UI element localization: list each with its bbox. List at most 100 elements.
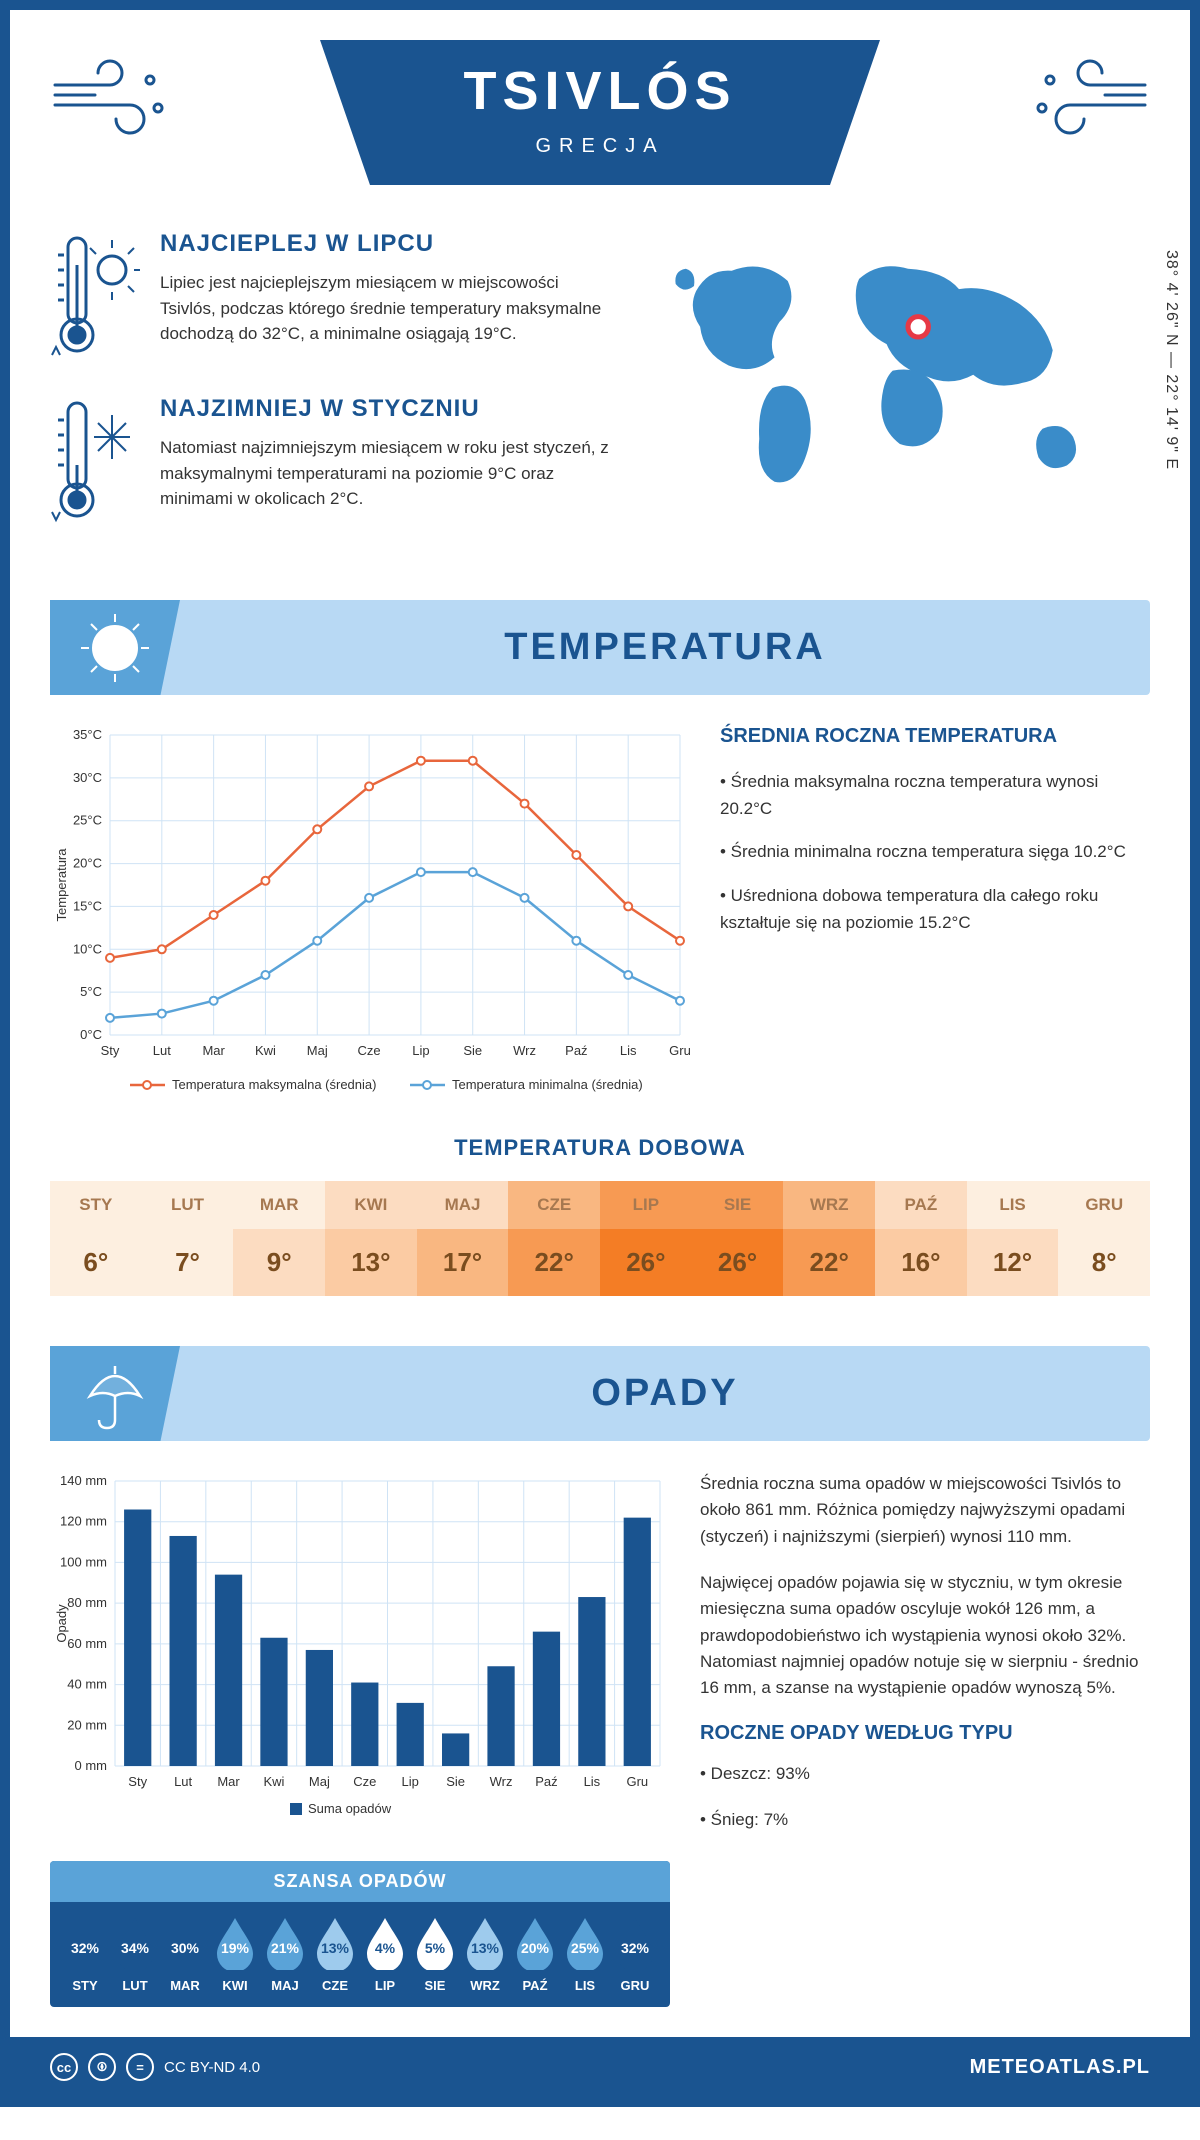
daily-cell: PAŹ 16° — [875, 1181, 967, 1296]
raindrop-icon: 32% — [611, 1914, 659, 1970]
svg-text:80 mm: 80 mm — [67, 1595, 107, 1610]
svg-text:Opady: Opady — [54, 1604, 69, 1643]
sun-icon — [50, 600, 180, 695]
coldest-text: Natomiast najzimniejszym miesiącem w rok… — [160, 435, 610, 512]
by-icon: 🅯 — [88, 2053, 116, 2081]
page-footer: cc 🅯 = CC BY-ND 4.0 METEOATLAS.PL — [10, 2037, 1190, 2097]
svg-text:Kwi: Kwi — [263, 1774, 284, 1789]
svg-text:Temperatura minimalna (średnia: Temperatura minimalna (średnia) — [452, 1077, 643, 1092]
precip-type-line: • Śnieg: 7% — [700, 1807, 1150, 1833]
chance-cell: 4% LIP — [360, 1914, 410, 1993]
chance-cell: 30% MAR — [160, 1914, 210, 1993]
daily-cell: CZE 22° — [508, 1181, 600, 1296]
coldest-title: NAJZIMNIEJ W STYCZNIU — [160, 395, 610, 423]
raindrop-icon: 13% — [311, 1914, 359, 1970]
svg-text:Wrz: Wrz — [490, 1774, 513, 1789]
svg-text:35°C: 35°C — [73, 727, 102, 742]
temp-side-title: ŚREDNIA ROCZNA TEMPERATURA — [720, 725, 1150, 748]
chance-title: SZANSA OPADÓW — [50, 1861, 670, 1902]
svg-text:140 mm: 140 mm — [60, 1473, 107, 1488]
page-subtitle: GRECJA — [535, 135, 664, 158]
svg-text:30°C: 30°C — [73, 770, 102, 785]
page-header: TSIVLÓS GRECJA — [50, 40, 1150, 200]
svg-text:Sty: Sty — [128, 1774, 147, 1789]
location-marker — [908, 317, 928, 337]
precip-paragraph: Średnia roczna suma opadów w miejscowośc… — [700, 1471, 1150, 1550]
svg-text:Lut: Lut — [174, 1774, 192, 1789]
svg-text:20 mm: 20 mm — [67, 1717, 107, 1732]
svg-text:Paź: Paź — [535, 1774, 557, 1789]
wind-icon — [50, 50, 180, 155]
chance-cell: 34% LUT — [110, 1914, 160, 1993]
license-text: CC BY-ND 4.0 — [164, 2059, 260, 2076]
section-title: OPADY — [180, 1372, 1150, 1415]
svg-text:Gru: Gru — [669, 1043, 690, 1058]
svg-text:Lip: Lip — [402, 1774, 419, 1789]
svg-text:Mar: Mar — [217, 1774, 240, 1789]
site-name: METEOATLAS.PL — [970, 2056, 1150, 2079]
daily-cell: GRU 8° — [1058, 1181, 1150, 1296]
chance-cell: 5% SIE — [410, 1914, 460, 1993]
precip-section-header: OPADY — [50, 1346, 1150, 1441]
svg-text:Lis: Lis — [620, 1043, 637, 1058]
chance-cell: 13% CZE — [310, 1914, 360, 1993]
chance-cell: 13% WRZ — [460, 1914, 510, 1993]
daily-cell: SIE 26° — [692, 1181, 784, 1296]
svg-text:Temperatura maksymalna (średni: Temperatura maksymalna (średnia) — [172, 1077, 376, 1092]
svg-text:0°C: 0°C — [80, 1027, 102, 1042]
coordinates: 38° 4' 26" N — 22° 14' 9" E — [1162, 250, 1180, 470]
temperature-line-chart: 0°C5°C10°C15°C20°C25°C30°C35°CStyLutMarK… — [50, 725, 690, 1105]
svg-text:Suma opadów: Suma opadów — [308, 1801, 392, 1816]
svg-text:Kwi: Kwi — [255, 1043, 276, 1058]
svg-text:100 mm: 100 mm — [60, 1554, 107, 1569]
raindrop-icon: 30% — [161, 1914, 209, 1970]
svg-text:Wrz: Wrz — [513, 1043, 536, 1058]
svg-text:Gru: Gru — [626, 1774, 648, 1789]
daily-cell: STY 6° — [50, 1181, 142, 1296]
raindrop-icon: 4% — [361, 1914, 409, 1970]
nd-icon: = — [126, 2053, 154, 2081]
svg-text:Cze: Cze — [358, 1043, 381, 1058]
temperature-section-header: TEMPERATURA — [50, 600, 1150, 695]
svg-text:40 mm: 40 mm — [67, 1677, 107, 1692]
precip-paragraph: Najwięcej opadów pojawia się w styczniu,… — [700, 1570, 1150, 1702]
chance-cell: 19% KWI — [210, 1914, 260, 1993]
daily-cell: MAJ 17° — [417, 1181, 509, 1296]
svg-text:25°C: 25°C — [73, 813, 102, 828]
chance-cell: 32% GRU — [610, 1914, 660, 1993]
chance-cell: 32% STY — [60, 1914, 110, 1993]
svg-text:Mar: Mar — [202, 1043, 225, 1058]
world-map — [640, 230, 1150, 515]
section-title: TEMPERATURA — [180, 626, 1150, 669]
daily-temp-title: TEMPERATURA DOBOWA — [50, 1135, 1150, 1161]
daily-cell: WRZ 22° — [783, 1181, 875, 1296]
chance-cell: 25% LIS — [560, 1914, 610, 1993]
svg-text:Lut: Lut — [153, 1043, 171, 1058]
precip-type-title: ROCZNE OPADY WEDŁUG TYPU — [700, 1722, 1150, 1745]
raindrop-icon: 13% — [461, 1914, 509, 1970]
daily-cell: LIS 12° — [967, 1181, 1059, 1296]
precip-type-line: • Deszcz: 93% — [700, 1761, 1150, 1787]
chance-of-rain-panel: SZANSA OPADÓW 32% STY 34% LUT 30% MAR 19… — [50, 1861, 670, 2007]
temp-side-line: • Uśredniona dobowa temperatura dla całe… — [720, 882, 1150, 936]
chance-cell: 21% MAJ — [260, 1914, 310, 1993]
svg-text:Sie: Sie — [446, 1774, 465, 1789]
svg-text:Sie: Sie — [463, 1043, 482, 1058]
svg-text:Maj: Maj — [309, 1774, 330, 1789]
svg-text:Sty: Sty — [101, 1043, 120, 1058]
svg-text:Maj: Maj — [307, 1043, 328, 1058]
temp-side-line: • Średnia maksymalna roczna temperatura … — [720, 768, 1150, 822]
raindrop-icon: 20% — [511, 1914, 559, 1970]
svg-text:10°C: 10°C — [73, 941, 102, 956]
raindrop-icon: 19% — [211, 1914, 259, 1970]
raindrop-icon: 21% — [261, 1914, 309, 1970]
svg-text:Paź: Paź — [565, 1043, 587, 1058]
svg-text:Lip: Lip — [412, 1043, 429, 1058]
daily-cell: MAR 9° — [233, 1181, 325, 1296]
warmest-text: Lipiec jest najcieplejszym miesiącem w m… — [160, 270, 610, 347]
thermometer-hot-icon — [50, 230, 140, 365]
warmest-block: NAJCIEPLEJ W LIPCU Lipiec jest najcieple… — [50, 230, 610, 365]
svg-text:Temperatura: Temperatura — [54, 848, 69, 922]
raindrop-icon: 5% — [411, 1914, 459, 1970]
wind-icon — [1020, 50, 1150, 155]
